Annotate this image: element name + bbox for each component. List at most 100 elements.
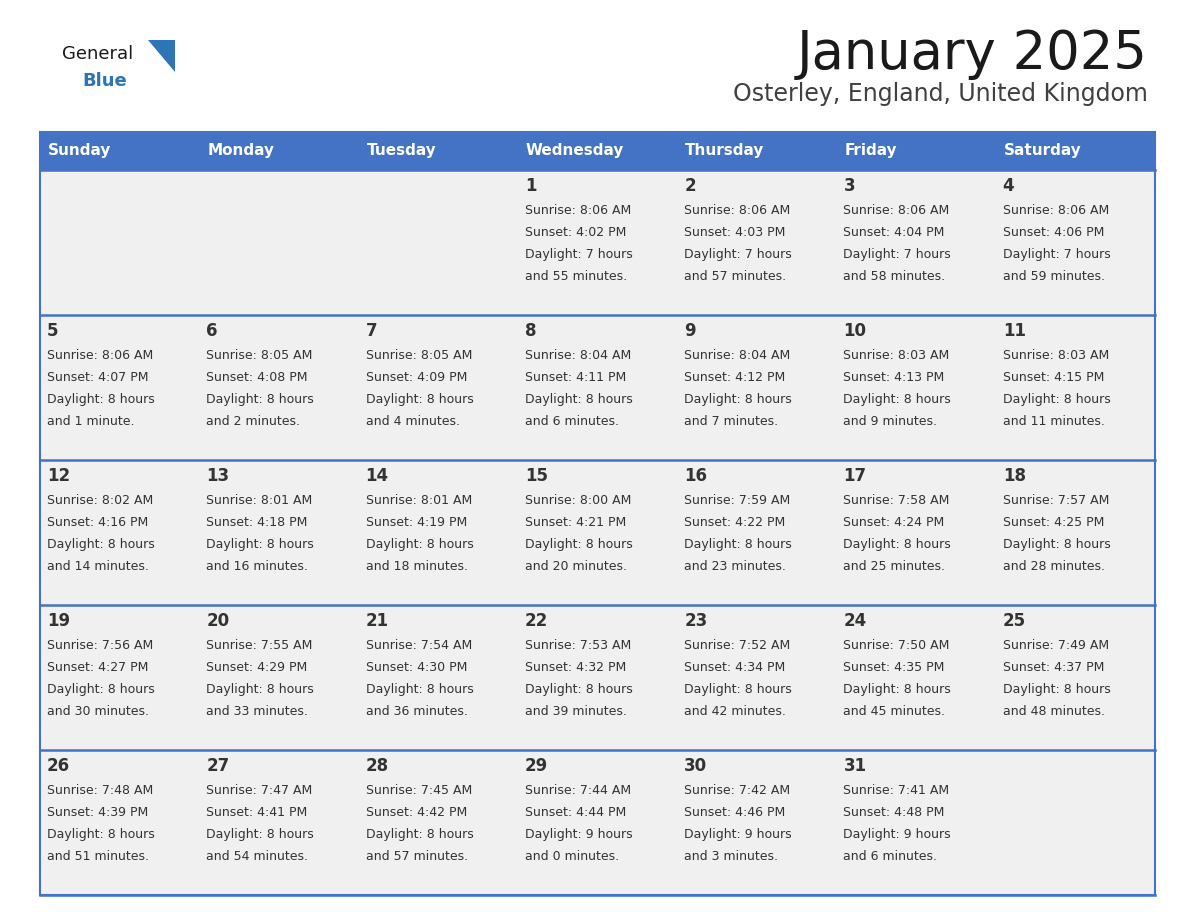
Text: January 2025: January 2025	[797, 28, 1148, 80]
Bar	[200, 170, 359, 315]
Bar	[518, 170, 677, 315]
Text: 25: 25	[1003, 612, 1026, 630]
Bar	[996, 605, 1155, 750]
Text: Sunset: 4:21 PM: Sunset: 4:21 PM	[525, 516, 626, 529]
Text: Sunset: 4:27 PM: Sunset: 4:27 PM	[48, 661, 148, 674]
Text: Sunset: 4:12 PM: Sunset: 4:12 PM	[684, 371, 785, 384]
Text: 22: 22	[525, 612, 548, 630]
Bar	[359, 132, 518, 170]
Text: 24: 24	[843, 612, 867, 630]
Text: and 42 minutes.: and 42 minutes.	[684, 705, 786, 718]
Text: Sunset: 4:02 PM: Sunset: 4:02 PM	[525, 226, 626, 239]
Text: Daylight: 8 hours: Daylight: 8 hours	[48, 683, 154, 696]
Text: and 16 minutes.: and 16 minutes.	[207, 560, 308, 573]
Text: 23: 23	[684, 612, 707, 630]
Text: Sunset: 4:11 PM: Sunset: 4:11 PM	[525, 371, 626, 384]
Bar	[40, 170, 200, 315]
Text: Sunrise: 7:57 AM: Sunrise: 7:57 AM	[1003, 494, 1110, 507]
Text: Sunset: 4:03 PM: Sunset: 4:03 PM	[684, 226, 785, 239]
Text: Tuesday: Tuesday	[367, 143, 436, 159]
Text: Sunrise: 8:01 AM: Sunrise: 8:01 AM	[366, 494, 472, 507]
Bar	[359, 605, 518, 750]
Text: Sunrise: 7:55 AM: Sunrise: 7:55 AM	[207, 639, 312, 652]
Text: 26: 26	[48, 757, 70, 775]
Text: and 36 minutes.: and 36 minutes.	[366, 705, 467, 718]
Text: 3: 3	[843, 177, 855, 195]
Text: 1: 1	[525, 177, 536, 195]
Text: Sunrise: 7:49 AM: Sunrise: 7:49 AM	[1003, 639, 1108, 652]
Text: 13: 13	[207, 467, 229, 485]
Text: Sunrise: 7:47 AM: Sunrise: 7:47 AM	[207, 784, 312, 797]
Bar	[996, 170, 1155, 315]
Text: and 57 minutes.: and 57 minutes.	[366, 850, 468, 863]
Text: and 55 minutes.: and 55 minutes.	[525, 270, 627, 283]
Text: Sunrise: 7:44 AM: Sunrise: 7:44 AM	[525, 784, 631, 797]
Text: Sunrise: 7:59 AM: Sunrise: 7:59 AM	[684, 494, 790, 507]
Bar	[836, 460, 996, 605]
Text: and 25 minutes.: and 25 minutes.	[843, 560, 946, 573]
Text: Daylight: 8 hours: Daylight: 8 hours	[843, 538, 952, 551]
Text: and 58 minutes.: and 58 minutes.	[843, 270, 946, 283]
Bar	[836, 605, 996, 750]
Text: 2: 2	[684, 177, 696, 195]
Text: Thursday: Thursday	[685, 143, 765, 159]
Text: Daylight: 8 hours: Daylight: 8 hours	[48, 828, 154, 841]
Text: Sunset: 4:32 PM: Sunset: 4:32 PM	[525, 661, 626, 674]
Bar	[200, 132, 359, 170]
Text: Daylight: 8 hours: Daylight: 8 hours	[525, 683, 632, 696]
Text: 19: 19	[48, 612, 70, 630]
Text: Daylight: 7 hours: Daylight: 7 hours	[525, 248, 632, 261]
Text: Sunrise: 7:54 AM: Sunrise: 7:54 AM	[366, 639, 472, 652]
Bar	[359, 750, 518, 895]
Text: Daylight: 8 hours: Daylight: 8 hours	[1003, 393, 1111, 406]
Text: Sunrise: 8:03 AM: Sunrise: 8:03 AM	[843, 349, 949, 362]
Text: Daylight: 8 hours: Daylight: 8 hours	[1003, 683, 1111, 696]
Text: Sunrise: 8:04 AM: Sunrise: 8:04 AM	[525, 349, 631, 362]
Bar	[40, 315, 200, 460]
Text: Sunrise: 7:52 AM: Sunrise: 7:52 AM	[684, 639, 790, 652]
Text: Blue: Blue	[82, 72, 127, 90]
Text: Sunset: 4:04 PM: Sunset: 4:04 PM	[843, 226, 944, 239]
Text: Daylight: 8 hours: Daylight: 8 hours	[207, 683, 314, 696]
Text: and 9 minutes.: and 9 minutes.	[843, 415, 937, 428]
Text: Sunrise: 8:06 AM: Sunrise: 8:06 AM	[843, 204, 949, 217]
Text: and 1 minute.: and 1 minute.	[48, 415, 134, 428]
Text: and 2 minutes.: and 2 minutes.	[207, 415, 301, 428]
Text: 10: 10	[843, 322, 866, 340]
Bar	[836, 750, 996, 895]
Bar	[996, 132, 1155, 170]
Text: Sunrise: 7:58 AM: Sunrise: 7:58 AM	[843, 494, 949, 507]
Text: and 23 minutes.: and 23 minutes.	[684, 560, 786, 573]
Text: Sunset: 4:18 PM: Sunset: 4:18 PM	[207, 516, 308, 529]
Text: Daylight: 7 hours: Daylight: 7 hours	[843, 248, 952, 261]
Text: and 30 minutes.: and 30 minutes.	[48, 705, 148, 718]
Text: Sunrise: 8:00 AM: Sunrise: 8:00 AM	[525, 494, 631, 507]
Text: and 51 minutes.: and 51 minutes.	[48, 850, 148, 863]
Text: Sunrise: 7:42 AM: Sunrise: 7:42 AM	[684, 784, 790, 797]
Text: Monday: Monday	[207, 143, 274, 159]
Bar	[359, 460, 518, 605]
Text: Sunrise: 8:04 AM: Sunrise: 8:04 AM	[684, 349, 790, 362]
Text: Sunrise: 7:56 AM: Sunrise: 7:56 AM	[48, 639, 153, 652]
Bar	[518, 315, 677, 460]
Text: Daylight: 8 hours: Daylight: 8 hours	[366, 393, 473, 406]
Text: Sunset: 4:22 PM: Sunset: 4:22 PM	[684, 516, 785, 529]
Text: Sunset: 4:35 PM: Sunset: 4:35 PM	[843, 661, 944, 674]
Text: Sunrise: 8:01 AM: Sunrise: 8:01 AM	[207, 494, 312, 507]
Text: and 45 minutes.: and 45 minutes.	[843, 705, 946, 718]
Text: Daylight: 8 hours: Daylight: 8 hours	[207, 828, 314, 841]
Text: Sunset: 4:15 PM: Sunset: 4:15 PM	[1003, 371, 1104, 384]
Text: and 33 minutes.: and 33 minutes.	[207, 705, 308, 718]
Text: Sunset: 4:42 PM: Sunset: 4:42 PM	[366, 806, 467, 819]
Text: and 57 minutes.: and 57 minutes.	[684, 270, 786, 283]
Text: 6: 6	[207, 322, 217, 340]
Bar	[518, 605, 677, 750]
Text: 11: 11	[1003, 322, 1025, 340]
Bar	[677, 315, 836, 460]
Text: Sunset: 4:41 PM: Sunset: 4:41 PM	[207, 806, 308, 819]
Text: Sunrise: 8:05 AM: Sunrise: 8:05 AM	[207, 349, 312, 362]
Text: Sunrise: 8:06 AM: Sunrise: 8:06 AM	[48, 349, 153, 362]
Text: 30: 30	[684, 757, 707, 775]
Text: Sunrise: 7:50 AM: Sunrise: 7:50 AM	[843, 639, 949, 652]
Text: and 20 minutes.: and 20 minutes.	[525, 560, 627, 573]
